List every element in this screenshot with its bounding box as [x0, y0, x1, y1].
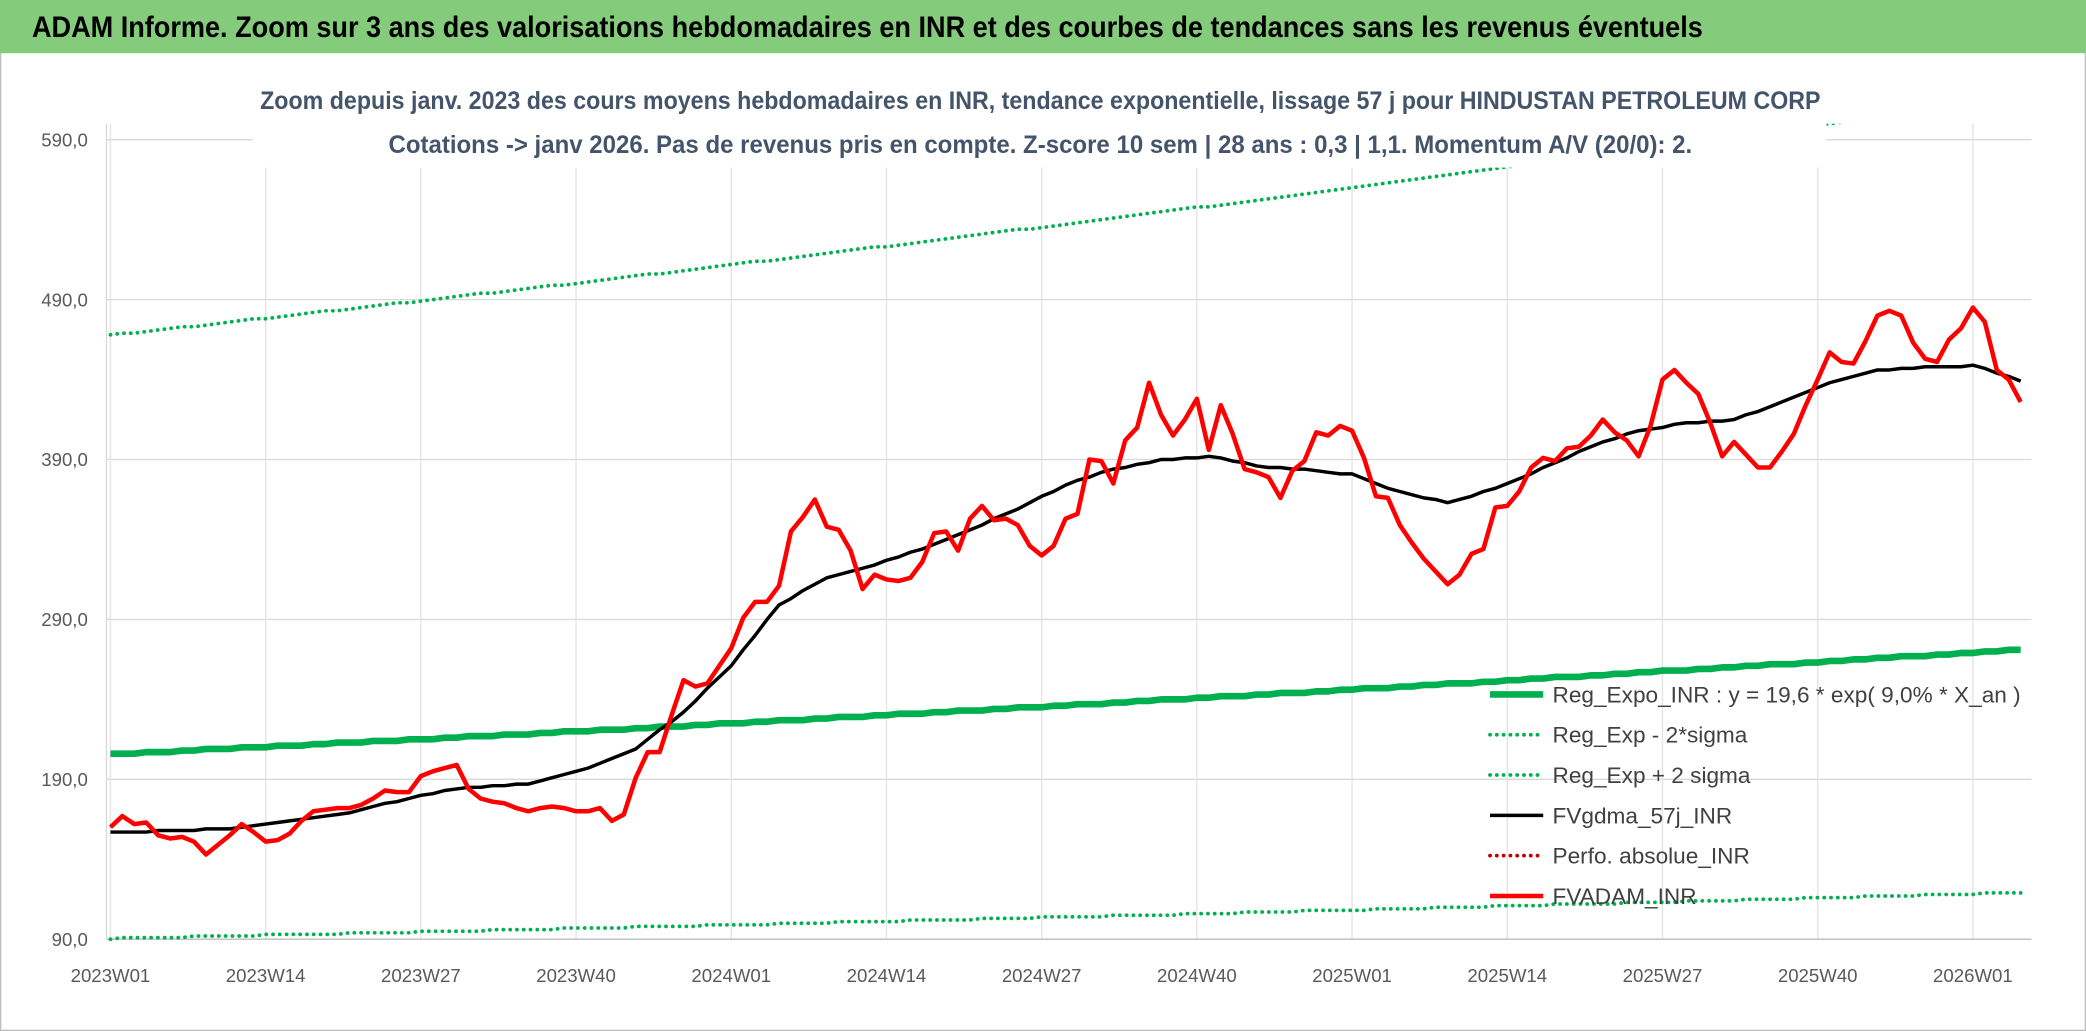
- y-tick-label: 490,0: [41, 289, 88, 310]
- x-tick-label: 2025W27: [1623, 965, 1703, 986]
- y-tick-label: 390,0: [41, 449, 88, 470]
- legend-label: Reg_Exp - 2*sigma: [1553, 723, 1748, 748]
- legend: Reg_Expo_INR : y = 19,6 * exp( 9,0% * X_…: [1488, 682, 2021, 909]
- chart-subtitle: Cotations -> janv 2026. Pas de revenus p…: [388, 131, 1692, 159]
- legend-label: FVgdma_57j_INR: [1553, 803, 1733, 828]
- x-tick-label: 2023W14: [226, 965, 306, 986]
- series-line: [110, 646, 2021, 758]
- x-tick-label: 2023W01: [71, 965, 151, 986]
- x-tick-label: 2025W01: [1312, 965, 1392, 986]
- x-tick-label: 2024W27: [1002, 965, 1082, 986]
- axis-labels: 90,0 190,0 290,0 390,0 490,0 590,0 2023W01 2023…: [41, 129, 2012, 985]
- plot-lines: [108, 123, 2023, 942]
- banner: [0, 0, 2086, 54]
- x-tick-label: 2024W40: [1157, 965, 1237, 986]
- series-line: [108, 123, 1844, 337]
- x-tick-label: 2025W14: [1467, 965, 1547, 986]
- x-tick-label: 2026W01: [1933, 965, 2013, 986]
- x-tick-label: 2024W14: [847, 965, 927, 986]
- x-tick-label: 2024W01: [691, 965, 771, 986]
- banner-title: ADAM Informe. Zoom sur 3 ans des valoris…: [32, 12, 1703, 44]
- x-tick-label: 2025W40: [1778, 965, 1858, 986]
- y-tick-label: 190,0: [41, 769, 88, 790]
- y-tick-label: 590,0: [41, 129, 88, 150]
- title-box: [252, 77, 1827, 168]
- legend-label: Reg_Expo_INR : y = 19,6 * exp( 9,0% * X_…: [1553, 682, 2021, 707]
- series-line: [110, 363, 2022, 834]
- y-tick-label: 90,0: [52, 929, 88, 950]
- chart-title: Zoom depuis janv. 2023 des cours moyens …: [260, 87, 1820, 115]
- y-tick-label: 290,0: [41, 609, 88, 630]
- series-line: [108, 305, 2023, 857]
- legend-label: FVADAM_INR: [1553, 884, 1697, 909]
- x-tick-label: 2023W27: [381, 965, 461, 986]
- legend-label: Perfo. absolue_INR: [1553, 844, 1750, 869]
- legend-label: Reg_Exp + 2 sigma: [1553, 763, 1751, 788]
- series-line: [108, 890, 2023, 942]
- x-tick-label: 2023W40: [536, 965, 616, 986]
